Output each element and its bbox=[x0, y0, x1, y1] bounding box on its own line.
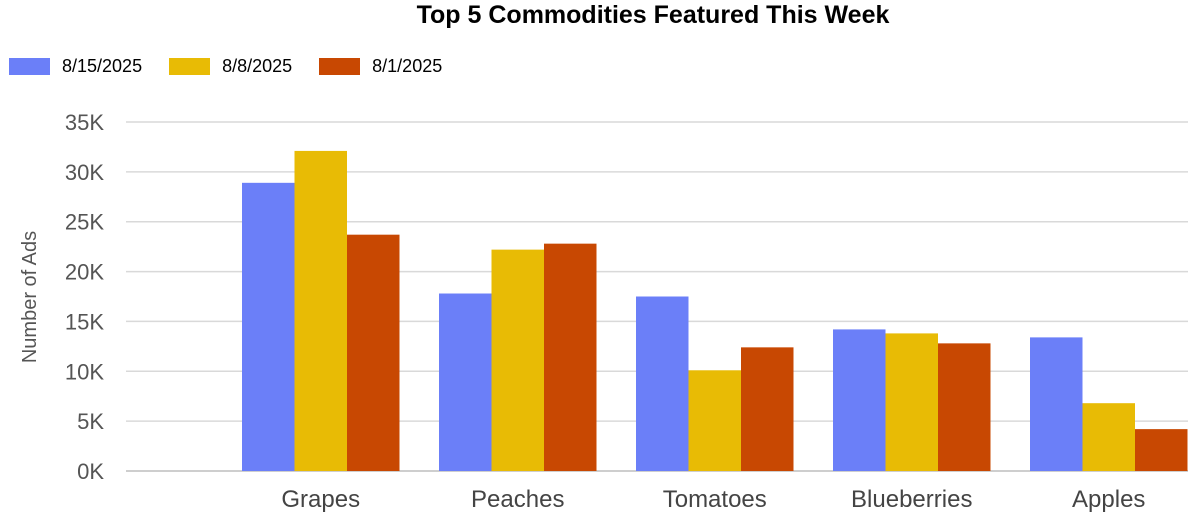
bar-grapes-series-2 bbox=[294, 150, 347, 471]
bars bbox=[242, 150, 1188, 471]
y-tick-label: 10K bbox=[65, 359, 104, 384]
bar-tomatoes-series-3 bbox=[741, 347, 794, 471]
bar-grapes-series-3 bbox=[347, 234, 400, 471]
y-axis-ticks: 0K 5K 10K 15K 20K 25K 30K 35K bbox=[65, 110, 104, 484]
bar-apples-series-3 bbox=[1135, 429, 1188, 471]
legend-item-series-2: 8/8/2025 bbox=[169, 56, 292, 77]
legend-label-series-3: 8/1/2025 bbox=[372, 56, 443, 76]
bar-apples-series-1 bbox=[1030, 337, 1083, 471]
bar-grapes-series-1 bbox=[242, 182, 295, 471]
y-tick-label: 25K bbox=[65, 210, 104, 235]
x-category-label: Apples bbox=[1072, 486, 1145, 513]
y-tick-label: 20K bbox=[65, 260, 104, 285]
x-category-label: Tomatoes bbox=[663, 486, 767, 513]
bar-tomatoes-series-1 bbox=[636, 296, 689, 471]
bar-peaches-series-3 bbox=[544, 243, 597, 471]
legend-label-series-2: 8/8/2025 bbox=[222, 56, 293, 76]
y-tick-label: 15K bbox=[65, 309, 104, 334]
bar-blueberries-series-3 bbox=[938, 343, 991, 471]
bar-apples-series-2 bbox=[1082, 403, 1135, 471]
bar-peaches-series-2 bbox=[491, 249, 544, 471]
legend-swatch-series-2 bbox=[169, 58, 211, 75]
x-category-label: Blueberries bbox=[851, 486, 972, 513]
chart-title: Top 5 Commodities Featured This Week bbox=[416, 1, 890, 29]
legend: 8/15/2025 8/8/2025 8/1/2025 bbox=[9, 56, 469, 77]
x-axis-labels: Grapes Peaches Tomatoes Blueberries Apples bbox=[281, 486, 1145, 513]
y-tick-label: 0K bbox=[77, 459, 104, 484]
bar-blueberries-series-1 bbox=[833, 329, 886, 471]
legend-swatch-series-3 bbox=[319, 58, 361, 75]
legend-swatch-series-1 bbox=[9, 58, 50, 75]
y-tick-label: 30K bbox=[65, 160, 104, 185]
y-axis-title: Number of Ads bbox=[19, 231, 41, 363]
x-category-label: Grapes bbox=[281, 486, 360, 513]
y-tick-label: 35K bbox=[65, 110, 104, 135]
x-category-label: Peaches bbox=[471, 486, 564, 513]
legend-label-series-1: 8/15/2025 bbox=[62, 56, 143, 76]
legend-item-series-3: 8/1/2025 bbox=[319, 56, 442, 77]
bar-tomatoes-series-2 bbox=[688, 370, 741, 471]
y-tick-label: 5K bbox=[77, 409, 104, 434]
bar-peaches-series-1 bbox=[439, 293, 492, 471]
legend-item-series-1: 8/15/2025 bbox=[9, 56, 142, 77]
bar-blueberries-series-2 bbox=[885, 333, 938, 471]
